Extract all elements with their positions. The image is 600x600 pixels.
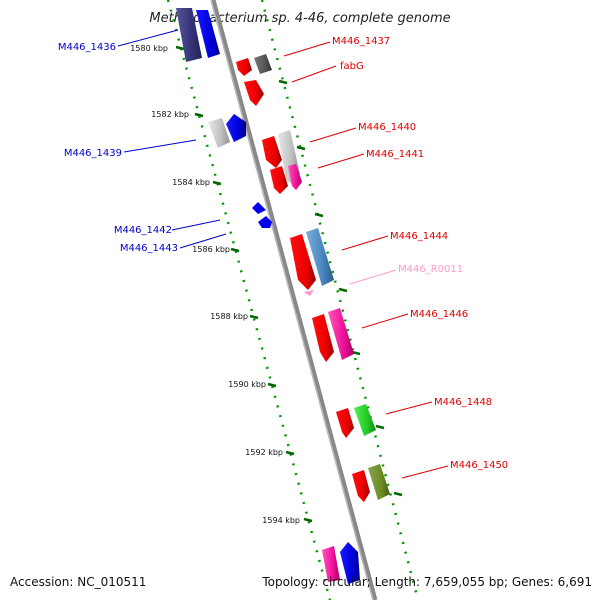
kbp-label: 1588 kbp [210, 312, 248, 321]
label-M446_1437[interactable]: M446_1437 [332, 36, 390, 47]
gene-bottom-blue[interactable] [340, 542, 360, 584]
label-M446_1440[interactable]: M446_1440 [358, 122, 416, 133]
gene-M446_1444-red[interactable] [290, 234, 316, 290]
map-title: Methylobacterium sp. 4-46, complete geno… [149, 11, 450, 26]
kbp-label: 1586 kbp [192, 245, 230, 254]
leader-M446_1446 [361, 313, 409, 329]
tick-mark [249, 314, 259, 320]
label-M446_1443[interactable]: M446_1443 [120, 243, 178, 254]
gene-M446_1443[interactable] [258, 216, 272, 228]
leader-M446_1437 [283, 41, 331, 57]
leader-fabG [291, 65, 337, 83]
gene-M446_1446-red[interactable] [312, 314, 334, 362]
gene-M446_1441-red[interactable] [270, 166, 288, 194]
label-M446_1444[interactable]: M446_1444 [390, 231, 448, 242]
gene-M446_1450-olive[interactable] [368, 464, 390, 500]
kbp-labels: 1580 kbp 1582 kbp 1584 kbp 1586 kbp 1588… [130, 44, 300, 525]
strand-boundaries [166, 0, 420, 600]
kbp-label: 1580 kbp [130, 44, 168, 53]
gene-bottom-pink[interactable] [322, 546, 340, 582]
kbp-label: 1584 kbp [172, 178, 210, 187]
tick-mark [303, 517, 313, 523]
topology-text: Topology: circular; Length: 7,659,055 bp… [261, 575, 592, 589]
leader-M446_1444 [341, 235, 389, 251]
gene-M446_1442[interactable] [252, 202, 266, 214]
leader-M446_1443 [179, 233, 227, 249]
gene-M446_1440[interactable] [262, 136, 282, 168]
tick-mark [267, 382, 277, 388]
tick-mark [194, 112, 204, 118]
gene-M446_1448-green[interactable] [354, 404, 376, 436]
tick-mark [338, 287, 348, 293]
leader-M446_1440 [309, 127, 357, 143]
label-fabG[interactable]: fabG [340, 61, 364, 72]
leader-M446_1441 [317, 153, 365, 169]
leader-M446_1439 [123, 139, 197, 153]
label-M446_1441[interactable]: M446_1441 [366, 149, 424, 160]
gene-M446_1446-pink[interactable] [328, 308, 354, 360]
gene-M446_1436-a[interactable] [176, 8, 202, 62]
genome-backbone-highlight [210, 0, 374, 600]
kbp-label: 1582 kbp [151, 110, 189, 119]
tick-mark [175, 45, 185, 51]
gene-M446_1439-b[interactable] [226, 114, 246, 142]
tick-mark [296, 145, 306, 151]
label-M446_1436[interactable]: M446_1436 [58, 42, 116, 53]
gene-M446_1439-a[interactable] [208, 118, 230, 148]
gene-M446_1436-b[interactable] [196, 10, 220, 58]
right-outer-boundary [260, 0, 420, 600]
gene-M446_1444-steel[interactable] [306, 228, 334, 286]
tick-mark [314, 212, 324, 218]
tick-mark [393, 491, 403, 497]
forward-strand-genes [176, 8, 360, 584]
tick-mark [212, 180, 222, 186]
leader-M446_1448 [385, 401, 433, 415]
label-M446_1448[interactable]: M446_1448 [434, 397, 492, 408]
label-M446_R0011[interactable]: M446_R0011 [398, 264, 463, 275]
right-tick-marks [278, 79, 403, 497]
label-M446_1439[interactable]: M446_1439 [64, 148, 122, 159]
gene-labels: M446_1436 M446_1439 M446_1442 M446_1443 … [58, 36, 508, 471]
gene-M446_1441-pink[interactable] [288, 164, 302, 190]
kbp-label: 1590 kbp [228, 380, 266, 389]
gene-M446_1437-a[interactable] [236, 58, 252, 76]
tick-mark [375, 424, 385, 430]
left-outer-boundary [166, 0, 332, 600]
accession-text: Accession: NC_010511 [10, 575, 146, 589]
gene-M446_1450-red[interactable] [352, 470, 370, 502]
kbp-label: 1592 kbp [245, 448, 283, 457]
kbp-label: 1594 kbp [262, 516, 300, 525]
leader-M446_1450 [401, 465, 449, 479]
gene-M446_R0011[interactable] [304, 290, 314, 296]
label-M446_1450[interactable]: M446_1450 [450, 460, 508, 471]
genome-backbone [210, 0, 378, 600]
reverse-strand-genes [236, 54, 390, 502]
tick-mark [278, 79, 288, 85]
leader-M446_R0011 [349, 269, 397, 285]
label-M446_1446[interactable]: M446_1446 [410, 309, 468, 320]
tick-mark [230, 247, 240, 253]
tick-mark [285, 450, 295, 456]
gene-fabG[interactable] [244, 80, 264, 106]
leader-M446_1442 [171, 219, 221, 231]
kbp-tick-marks [175, 45, 313, 523]
label-leader-lines [117, 29, 449, 479]
gene-M446_1448-red[interactable] [336, 408, 354, 438]
gene-M446_1437-b[interactable] [254, 54, 272, 74]
leader-M446_1436 [117, 29, 179, 47]
label-M446_1442[interactable]: M446_1442 [114, 225, 172, 236]
